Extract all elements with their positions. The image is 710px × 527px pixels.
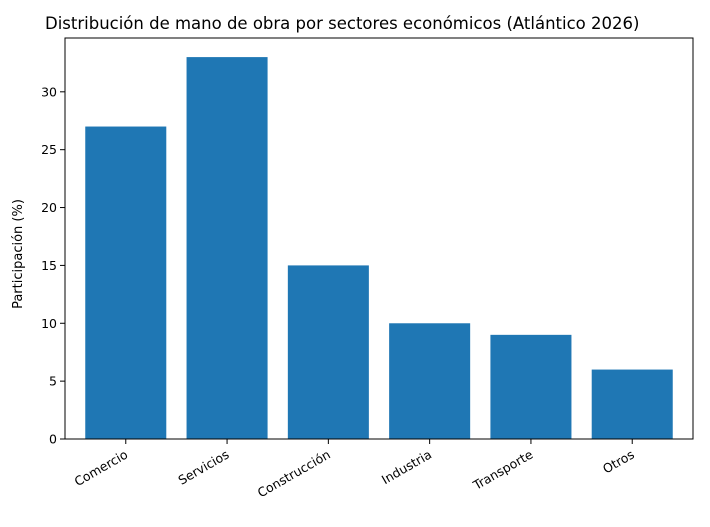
bar-construccion bbox=[287, 265, 369, 439]
y-tick-label: 20 bbox=[41, 200, 57, 215]
y-tick-label: 10 bbox=[41, 316, 57, 331]
y-tick-label: 25 bbox=[41, 142, 57, 157]
x-tick-label: Comercio bbox=[72, 447, 131, 490]
y-tick-label: 15 bbox=[41, 258, 57, 273]
bar-comercio bbox=[85, 126, 167, 439]
y-tick-label: 30 bbox=[41, 84, 57, 99]
x-tick-label: Otros bbox=[600, 447, 637, 477]
plot-frame bbox=[64, 37, 694, 440]
x-tick-label: Industria bbox=[379, 447, 434, 488]
y-axis-label: Participación (%) bbox=[11, 199, 26, 309]
bar-transporte bbox=[490, 334, 572, 439]
bar-servicios bbox=[186, 57, 268, 439]
x-tick-label: Construcción bbox=[255, 447, 333, 501]
y-tick-label: 5 bbox=[49, 374, 57, 389]
plot-area: 0 5 10 15 20 25 30 Comercio Servicios Construcció… bbox=[41, 37, 694, 501]
bar-otros bbox=[591, 369, 673, 439]
x-tick-label: Servicios bbox=[175, 447, 231, 488]
bar-industria bbox=[389, 323, 471, 439]
y-tick-label: 0 bbox=[49, 432, 57, 447]
chart-title: Distribución de mano de obra por sectore… bbox=[45, 14, 639, 33]
x-tick-label: Transporte bbox=[470, 446, 536, 493]
